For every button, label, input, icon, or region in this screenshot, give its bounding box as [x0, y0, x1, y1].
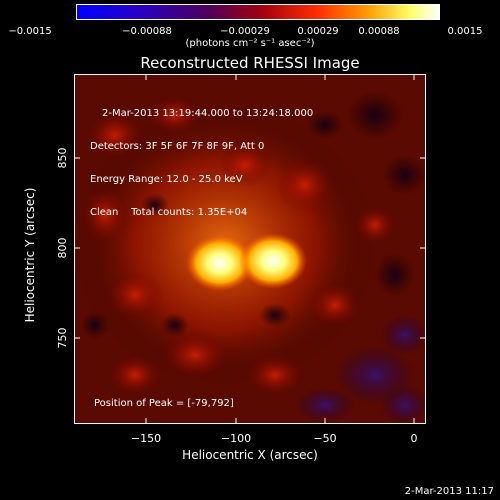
clean-counts: Clean Total counts: 1.35E+04: [90, 207, 248, 218]
peak-position: Position of Peak = [-79,792]: [94, 398, 234, 409]
energy-range: Energy Range: 12.0 - 25.0 keV: [90, 174, 243, 185]
y-tick-label: 800: [56, 237, 69, 259]
time-range: 2-Mar-2013 13:19:44.000 to 13:24:18.000: [102, 108, 314, 119]
y-axis-label: Heliocentric Y (arcsec): [23, 187, 37, 323]
y-tick-label: 750: [56, 327, 69, 349]
footer-timestamp: 2-Mar-2013 11:17: [404, 486, 494, 497]
colorbar-tick-label: 0.00029: [297, 26, 339, 37]
y-tick-label: 850: [56, 147, 69, 169]
x-tick-label: −50: [313, 432, 337, 445]
colorbar-tick-label: −0.00088: [122, 26, 172, 37]
colorbar-units: (photons cm⁻² s⁻¹ asec⁻²): [185, 38, 315, 49]
colorbar-tick-label: 0.0015: [447, 26, 483, 37]
x-tick-label: −150: [130, 432, 162, 445]
x-axis-label: Heliocentric X (arcsec): [182, 448, 318, 462]
colorbar-tick-label: −0.00029: [220, 26, 270, 37]
colorbar: [76, 4, 440, 20]
info-block: 2-Mar-2013 13:19:44.000 to 13:24:18.000 …: [90, 86, 313, 229]
detectors: Detectors: 3F 5F 6F 7F 8F 9F, Att 0: [90, 141, 265, 152]
x-tick-label: −100: [220, 432, 252, 445]
rhessi-image: [74, 74, 426, 424]
colorbar-tick-label: 0.00088: [358, 26, 400, 37]
plot-title: Reconstructed RHESSI Image: [140, 54, 360, 72]
x-tick-label: 0: [410, 432, 418, 445]
colorbar-tick-label: −0.0015: [8, 26, 52, 37]
